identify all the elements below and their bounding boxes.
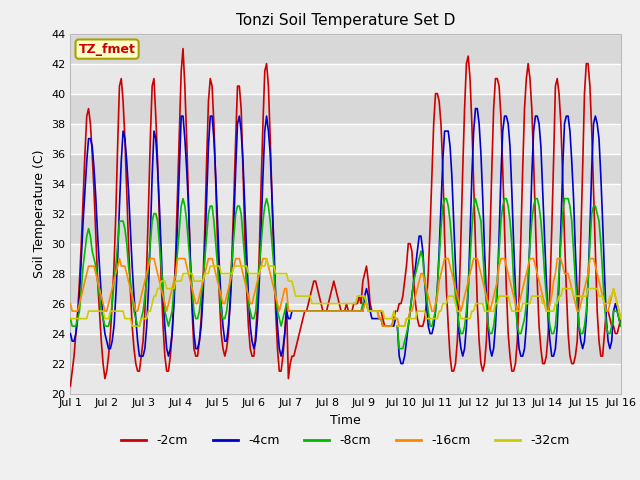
Text: TZ_fmet: TZ_fmet [79, 43, 136, 56]
Legend: -2cm, -4cm, -8cm, -16cm, -32cm: -2cm, -4cm, -8cm, -16cm, -32cm [116, 429, 575, 452]
Bar [70, 364, 621, 394]
Y-axis label: Soil Temperature (C): Soil Temperature (C) [33, 149, 45, 278]
Bar [70, 274, 621, 303]
Bar [70, 243, 621, 274]
Bar [70, 154, 621, 183]
Bar [70, 34, 621, 63]
Bar [70, 94, 621, 123]
Bar [70, 183, 621, 214]
Bar [70, 123, 621, 154]
Bar [70, 214, 621, 243]
Bar [70, 303, 621, 334]
Bar [70, 63, 621, 94]
Bar [70, 334, 621, 364]
Title: Tonzi Soil Temperature Set D: Tonzi Soil Temperature Set D [236, 13, 455, 28]
X-axis label: Time: Time [330, 414, 361, 427]
